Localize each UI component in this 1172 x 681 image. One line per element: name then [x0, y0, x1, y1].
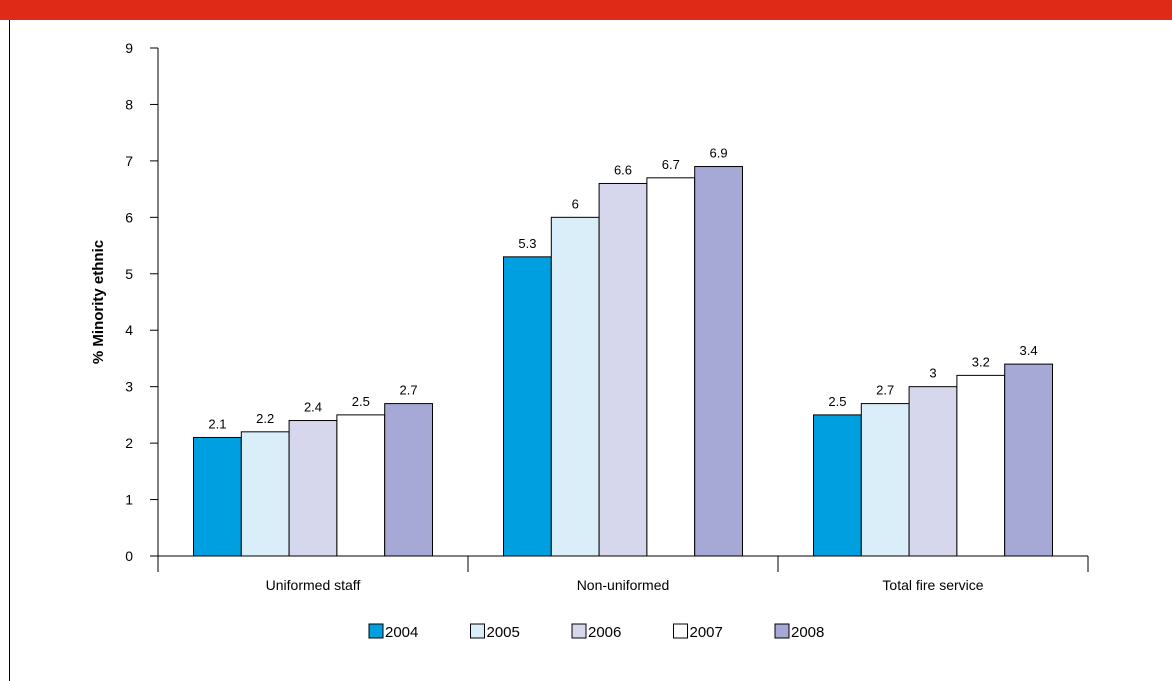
top-banner — [0, 0, 1172, 20]
data-label: 5.3 — [518, 236, 536, 251]
bar — [336, 414, 386, 557]
data-label: 3.4 — [1020, 343, 1038, 358]
data-label: 2.1 — [208, 416, 226, 431]
legend-label: 2004 — [385, 624, 418, 641]
data-label: 3.2 — [972, 354, 990, 369]
legend-swatch — [571, 623, 587, 639]
bar — [908, 386, 958, 557]
legend-swatch — [774, 623, 790, 639]
bar — [1004, 363, 1054, 557]
bar — [860, 403, 910, 557]
y-tick-label: 5 — [125, 266, 133, 282]
bar — [598, 182, 648, 557]
legend-label: 2006 — [588, 624, 621, 641]
y-tick-label: 8 — [125, 96, 133, 112]
data-label: 2.7 — [876, 383, 894, 398]
bar — [813, 414, 862, 557]
y-tick-label: 0 — [125, 548, 133, 564]
x-axis: Uniformed staff Non-uniformed Total fire s… — [157, 555, 1089, 593]
legend-label: 2008 — [791, 624, 824, 641]
value-labels: 2.1 2.2 2.4 2.5 2.7 5.3 6 6.6 6.7 6.9 2.5 2.7 3 3.2 3.… — [208, 146, 1037, 432]
bar — [240, 431, 290, 557]
frame-left-border — [9, 20, 10, 681]
x-category-label: Total fire service — [882, 577, 983, 593]
y-tick-label: 6 — [125, 209, 133, 225]
bar — [956, 374, 1006, 557]
legend-label: 2005 — [487, 624, 520, 641]
legend-swatch — [673, 623, 688, 639]
bar — [288, 420, 338, 557]
legend-swatch — [470, 623, 485, 639]
y-tick-label: 2 — [125, 435, 133, 451]
data-label: 6.9 — [710, 146, 728, 161]
legend-label: 2007 — [690, 624, 723, 641]
data-label: 2.2 — [256, 411, 274, 426]
data-label: 2.5 — [352, 394, 370, 409]
data-label: 6.7 — [662, 157, 680, 172]
y-tick-label: 7 — [125, 153, 133, 169]
bar — [193, 436, 242, 557]
legend-swatch — [368, 623, 384, 639]
y-tick-label: 4 — [125, 322, 133, 338]
data-label: 2.7 — [400, 383, 418, 398]
x-category-label: Non-uniformed — [577, 577, 670, 593]
data-label: 3 — [929, 366, 936, 381]
bars — [193, 166, 1054, 557]
bar — [384, 403, 434, 557]
x-category-label: Uniformed staff — [266, 577, 361, 593]
bar — [550, 216, 600, 557]
data-label: 6.6 — [614, 162, 632, 177]
bar — [503, 256, 552, 557]
bar — [694, 166, 744, 557]
legend: 2004 2005 2006 2007 2008 — [368, 623, 824, 641]
y-axis-label: % Minority ethnic — [90, 240, 107, 364]
bar — [646, 177, 696, 557]
y-tick-label: 3 — [125, 379, 133, 395]
data-label: 2.4 — [304, 400, 322, 415]
y-tick-label: 9 — [125, 40, 133, 56]
y-tick-label: 1 — [125, 492, 133, 508]
data-label: 6 — [572, 196, 579, 211]
data-label: 2.5 — [828, 394, 846, 409]
y-axis: 0 1 2 3 4 5 6 7 8 9 — [125, 40, 159, 564]
